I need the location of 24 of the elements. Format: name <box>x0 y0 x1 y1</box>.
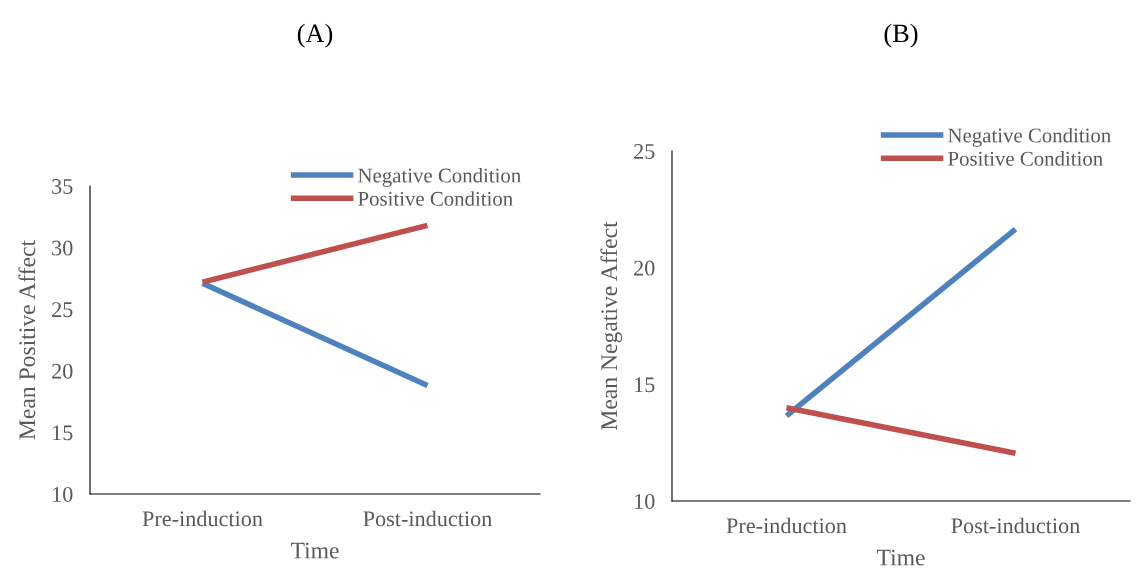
x-tick-label: Post-induction <box>363 510 492 527</box>
y-tick-label: 30 <box>52 240 73 256</box>
x-axis-title: Time <box>290 542 339 559</box>
legend-label: Positive Condition <box>358 191 513 206</box>
y-tick-label: 35 <box>52 178 73 194</box>
chart-title: (A) <box>297 23 333 48</box>
legend-label: Negative Condition <box>948 127 1111 147</box>
y-tick-label: 25 <box>52 302 73 318</box>
y-tick-label: 20 <box>634 260 655 276</box>
y-tick-label: 20 <box>52 363 73 379</box>
x-tick-label: Post-induction <box>951 517 1080 534</box>
y-axis-title: Mean Negative Affect <box>600 221 622 431</box>
x-axis-title: Time <box>876 549 925 566</box>
x-tick-label: Pre-induction <box>726 517 847 534</box>
legend-label: Positive Condition <box>948 151 1103 166</box>
legend-label: Negative Condition <box>358 167 521 187</box>
y-tick-label: 15 <box>635 377 655 393</box>
chart-title: (B) <box>884 23 918 48</box>
y-tick-label: 10 <box>635 493 655 509</box>
y-axis-title: Mean Positive Affect <box>18 240 36 440</box>
y-tick-label: 25 <box>634 143 655 159</box>
y-tick-label: 15 <box>53 425 73 441</box>
x-tick-label: Pre-induction <box>142 510 263 527</box>
y-tick-label: 10 <box>53 486 73 502</box>
